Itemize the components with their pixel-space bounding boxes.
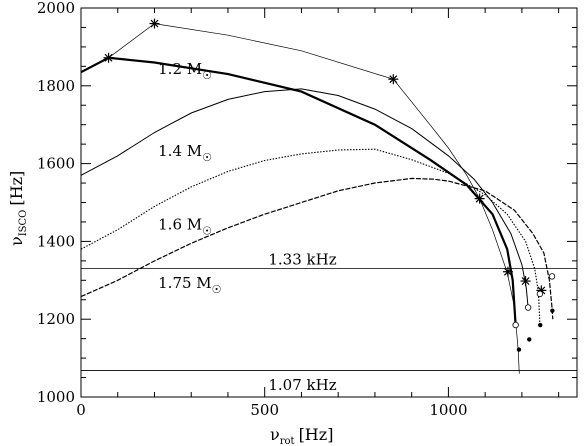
open-circle-marker: [536, 290, 544, 298]
annotation-label: 1.6 M☉: [158, 216, 212, 238]
star-marker: [502, 266, 513, 277]
annotations-group: 1.2 M☉ 1.4 M☉ 1.6 M☉ 1.75 M☉ 1.33 kHz 1.07 kH…: [158, 60, 337, 394]
x-tick-label: 0: [76, 401, 86, 419]
star-stroke: [150, 19, 159, 28]
open-circle-marker: [524, 304, 532, 311]
star-marker: [149, 18, 160, 29]
annotation-label: 1.33 kHz: [268, 251, 336, 269]
star-marker: [388, 74, 399, 85]
annotation-label: 1.4 M☉: [158, 142, 212, 164]
filled-dot-marker: [516, 347, 522, 352]
open-circle-marker: [512, 321, 519, 329]
series-line: [80, 148, 541, 326]
y-tick-label: 1000: [37, 388, 75, 406]
star-marker: [103, 52, 114, 63]
star-marker: [520, 276, 531, 287]
series-line: [80, 88, 529, 308]
annotation-label: 1.2 M☉: [158, 60, 212, 82]
star-stroke: [389, 75, 398, 84]
markers-group: [103, 18, 556, 352]
series-line: [80, 177, 554, 320]
star-marker: [474, 193, 485, 204]
x-axis-label: νrot [Hz]: [270, 425, 333, 446]
annotation-label: 1.75 M☉: [158, 274, 221, 296]
y-tick-label: 1800: [37, 77, 75, 95]
y-tick-label: 2000: [37, 0, 75, 17]
star-stroke: [503, 267, 512, 276]
x-tick-label: 500: [250, 401, 279, 419]
y-tick-label: 1200: [37, 310, 75, 328]
star-stroke: [475, 194, 484, 203]
star-stroke: [521, 277, 530, 286]
reference-lines: [81, 268, 577, 371]
y-axis-label: νISCO[Hz]: [7, 171, 29, 246]
annotation-label: 1.07 kHz: [268, 376, 336, 394]
filled-dot-marker: [527, 337, 532, 342]
axis-ticks: 0 500 1000 1000 1200 1400 1600 1800 2000: [37, 0, 577, 419]
y-tick-label: 1400: [37, 232, 75, 250]
filled-dot-marker: [538, 322, 543, 328]
series-group: [80, 23, 554, 374]
series-line: [80, 56, 517, 326]
open-circle-marker: [548, 273, 556, 280]
series-line: [80, 23, 520, 374]
y-tick-label: 1600: [37, 155, 75, 173]
filled-dot-marker: [550, 308, 555, 313]
star-stroke: [104, 53, 113, 62]
x-tick-label: 1000: [429, 401, 467, 419]
